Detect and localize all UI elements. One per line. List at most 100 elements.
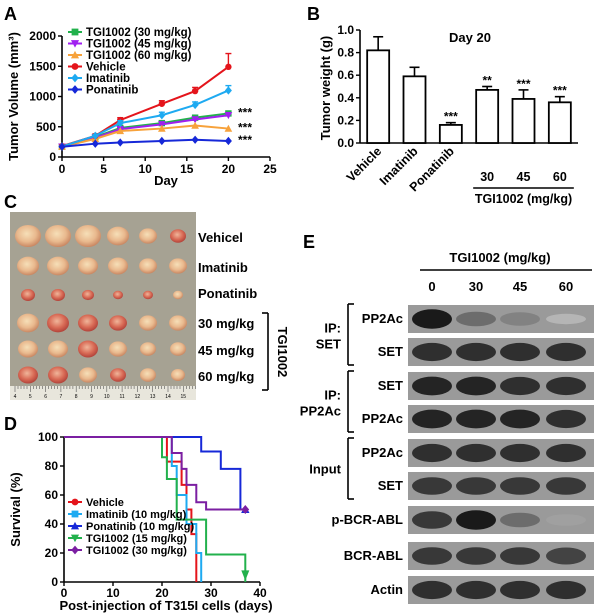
western-blot-panel: TGI1002 (mg/kg)0 30 45 60PP2AcSETIP:SETSETP… [300, 250, 594, 604]
y-axis-label: Tumor weight (g) [318, 36, 333, 140]
blot-row-label: SET [378, 344, 403, 359]
data-point [91, 139, 99, 148]
tumor-image [78, 314, 98, 332]
ruler-number: 9 [90, 394, 93, 400]
significance-label: *** [238, 133, 252, 147]
legend-label: TGI1002 (45 mg/kg) [86, 39, 192, 51]
y-tick-label: 80 [45, 459, 59, 473]
tumor-image [109, 315, 127, 331]
x-tick-label: 10 [139, 162, 153, 176]
tumor-image [18, 340, 38, 358]
data-point [116, 118, 124, 128]
blot-band [456, 342, 496, 362]
category-label: 45 [517, 170, 531, 184]
y-tick-label: 40 [45, 517, 59, 531]
blot-band [500, 443, 540, 463]
ip-label: PP2Ac [300, 404, 341, 419]
data-point [116, 127, 125, 135]
data-point [224, 136, 232, 146]
blot-row-label: p-BCR-ABL [332, 512, 404, 527]
panel-label-b: B [307, 4, 320, 24]
ruler-number: 12 [135, 394, 141, 400]
legend-marker [71, 28, 79, 36]
legend-label: Ponatinib [86, 85, 138, 97]
blot-row-label: SET [378, 478, 403, 493]
blot-row-label: Actin [371, 582, 404, 597]
row-label: 45 mg/kg [198, 343, 254, 358]
ruler-number: 7 [60, 394, 63, 400]
bar [366, 49, 391, 144]
x-axis-label: Post-injection of T315I cells (days) [59, 598, 272, 613]
tumor-image [15, 224, 41, 248]
blot-band [500, 580, 540, 600]
tumor-image [82, 289, 94, 301]
ruler-number: 13 [150, 394, 156, 400]
y-axis-label: Survival (%) [8, 472, 23, 546]
y-tick-label: 0.0 [337, 136, 354, 150]
survival-curve [64, 436, 247, 582]
survival-curve [64, 436, 246, 511]
legend-marker [71, 498, 79, 506]
data-point [191, 87, 199, 95]
blot-band [456, 547, 496, 565]
ruler-number: 10 [104, 394, 110, 400]
tumor-weight-chart: 0.0 0.2 0.4 0.6 0.8 1.0 Day 20 Tumor weight (g)… [318, 23, 578, 206]
ruler-number: 8 [75, 394, 78, 400]
data-point [158, 136, 166, 146]
bar [475, 88, 500, 144]
tumor-image [139, 258, 157, 274]
ruler-number: 15 [181, 394, 187, 400]
ruler-number: 5 [29, 394, 32, 400]
legend-marker [70, 50, 80, 59]
blot-band [412, 477, 452, 495]
tumor-image [140, 342, 156, 356]
data-point [158, 111, 166, 120]
tumor-image [143, 290, 153, 300]
blot-band [546, 514, 586, 526]
significance-label: *** [444, 110, 458, 124]
significance-label: *** [516, 77, 530, 91]
tumor-image [170, 229, 186, 243]
legend-marker [71, 545, 79, 555]
tumor-image [18, 366, 38, 384]
group-label: TGI1002 [275, 327, 290, 378]
lane-label: 45 [513, 279, 527, 294]
tumor-image [173, 290, 183, 300]
panel-label-d: D [4, 414, 17, 434]
ruler-number: 11 [119, 394, 124, 400]
legend-marker [71, 73, 79, 83]
blot-band [546, 580, 586, 600]
legend-label: Vehicle [86, 497, 124, 509]
y-tick-label: 0.6 [337, 68, 354, 82]
ip-label: IP: [324, 321, 341, 336]
panel-label-e: E [303, 232, 315, 252]
blot-band [500, 312, 540, 326]
x-axis-label: Day [154, 173, 179, 188]
x-tick-label: 25 [263, 162, 277, 176]
data-point [224, 124, 233, 132]
blot-band [500, 547, 540, 565]
data-point [91, 131, 99, 140]
significance-label: *** [238, 121, 252, 135]
ip-label: Input [309, 462, 341, 477]
blot-band [546, 443, 586, 463]
ruler-number: 4 [14, 394, 17, 400]
tumor-image [48, 340, 68, 358]
x-tick-label: 20 [222, 162, 236, 176]
row-label: Imatinib [198, 260, 248, 275]
blot-band [456, 311, 496, 327]
data-point [191, 116, 199, 124]
panel-label-c: C [4, 192, 17, 212]
x-tick-label: 30 [204, 586, 218, 600]
category-label: 60 [553, 170, 567, 184]
blot-band [412, 409, 452, 429]
series-line [61, 124, 229, 148]
legend-label: TGI1002 (60 mg/kg) [86, 50, 192, 62]
tumor-volume-chart: 0 5 10 15 20 25 0 500 1000 1500 2000 Day Tumor Volum… [6, 27, 277, 188]
data-point [158, 124, 166, 132]
row-label: Vehicel [198, 230, 243, 245]
data-point [58, 142, 66, 151]
y-tick-label: 1000 [29, 90, 56, 104]
blot-band [412, 443, 452, 463]
